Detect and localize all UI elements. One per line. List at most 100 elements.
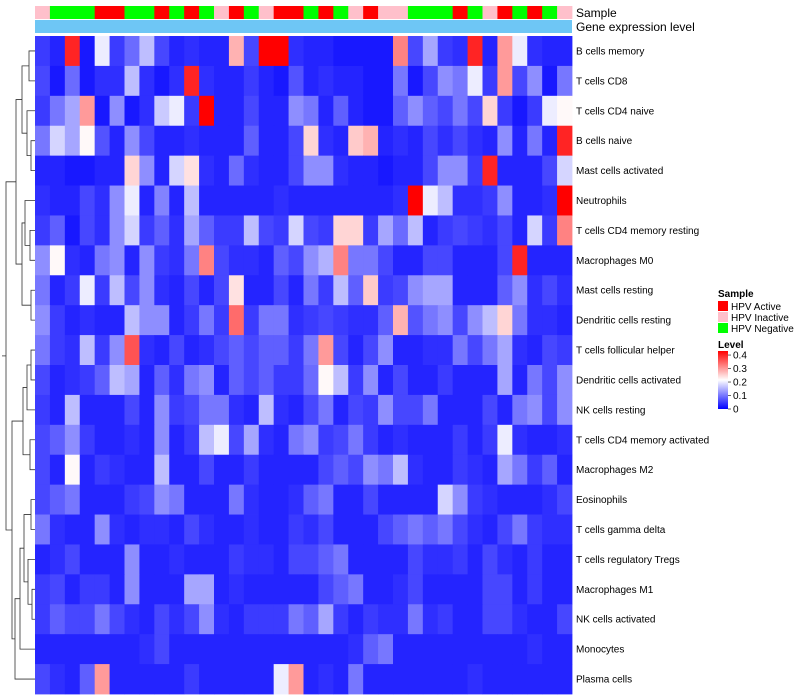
heatmap-cell: [214, 394, 230, 426]
heatmap-cell: [512, 215, 528, 246]
heatmap-cell: [497, 634, 513, 665]
row-labels: B cells memory T cells CD8 T cells CD4 nai…: [576, 46, 709, 685]
row-label: B cells memory: [576, 46, 644, 57]
heatmap-cell: [79, 514, 96, 545]
heatmap-cell: [318, 335, 334, 366]
heatmap-cell: [169, 394, 185, 426]
sample-annotation-cell: [378, 6, 394, 19]
heatmap-cell: [422, 634, 439, 665]
heatmap-cell: [348, 574, 364, 605]
heatmap-cell: [273, 544, 289, 575]
heatmap-cell: [422, 424, 439, 456]
sample-annotation-cell: [169, 6, 185, 19]
row-label: Neutrophils: [576, 196, 627, 207]
heatmap-cell: [228, 65, 245, 97]
heatmap-cell: [348, 215, 364, 246]
heatmap-cell: [169, 634, 185, 665]
heatmap-cell: [348, 634, 364, 665]
sample-annotation-cell: [467, 6, 483, 19]
heatmap-cell: [288, 95, 304, 127]
heatmap-cell: [497, 36, 513, 67]
heatmap-cell: [437, 604, 454, 635]
heatmap-cell: [154, 215, 170, 246]
heatmap-cell: [512, 394, 528, 426]
heatmap-cell: [393, 245, 409, 276]
heatmap-cell: [288, 245, 304, 276]
heatmap-cell: [184, 305, 200, 336]
heatmap-cell: [109, 484, 125, 515]
heatmap-cell: [318, 36, 334, 67]
row-label: Plasma cells: [576, 675, 632, 686]
heatmap-cell: [407, 185, 424, 216]
heatmap-cell: [348, 604, 364, 635]
heatmap-cell: [542, 275, 558, 306]
heatmap-cell: [363, 65, 379, 97]
heatmap-cell: [452, 544, 468, 575]
heatmap-cell: [527, 245, 543, 276]
heatmap-cell: [49, 95, 66, 127]
heatmap-cell: [422, 305, 439, 336]
heatmap-cell: [318, 604, 334, 635]
heatmap-cell: [49, 484, 66, 515]
heatmap-cell: [542, 155, 558, 186]
heatmap-cell: [318, 365, 334, 396]
heatmap-cell: [407, 664, 424, 695]
heatmap-cell: [109, 305, 125, 336]
heatmap-cell: [288, 574, 304, 605]
heatmap-cell: [393, 664, 409, 695]
heatmap-cell: [542, 95, 558, 127]
heatmap-cell: [303, 185, 319, 216]
heatmap-cell: [199, 424, 215, 456]
heatmap-cell: [467, 604, 483, 635]
heatmap-cell: [124, 365, 140, 396]
heatmap-cell: [64, 634, 81, 665]
heatmap-cell: [258, 365, 275, 396]
heatmap-cell: [64, 544, 81, 575]
heatmap-cell: [288, 36, 304, 67]
heatmap-cell: [139, 36, 155, 67]
row-label: Dendritic cells resting: [576, 316, 671, 327]
heatmap-cell: [243, 275, 260, 306]
heatmap-cell: [527, 155, 543, 186]
heatmap-cell: [393, 95, 409, 127]
heatmap-cell: [318, 664, 334, 695]
heatmap-cell: [94, 65, 110, 97]
heatmap-cell: [139, 365, 155, 396]
heatmap-cell: [333, 275, 349, 306]
heatmap-cell: [542, 245, 558, 276]
heatmap-cell: [557, 484, 573, 515]
heatmap-cell: [303, 155, 319, 186]
heatmap-cell: [199, 65, 215, 97]
heatmap-cell: [437, 185, 454, 216]
heatmap-cell: [228, 215, 245, 246]
heatmap-cell: [228, 664, 245, 695]
heatmap-cell: [407, 514, 424, 545]
heatmap-cell: [422, 125, 439, 157]
heatmap-cell: [497, 245, 513, 276]
heatmap-cell: [169, 215, 185, 246]
heatmap-cell: [35, 484, 51, 515]
heatmap-cell: [363, 574, 379, 605]
heatmap-cell: [467, 185, 483, 216]
heatmap-cell: [243, 454, 260, 486]
heatmap-cell: [109, 245, 125, 276]
heatmap-cell: [437, 574, 454, 605]
heatmap-cell: [228, 394, 245, 426]
heatmap-cell: [422, 335, 439, 366]
heatmap-cell: [214, 185, 230, 216]
heatmap-cell: [94, 574, 110, 605]
heatmap-cell: [94, 245, 110, 276]
legend-label-hpv-inactive: HPV Inactive: [731, 313, 789, 324]
heatmap-cell: [273, 95, 289, 127]
heatmap-cell: [169, 65, 185, 97]
heatmap-cell: [109, 424, 125, 456]
heatmap-cell: [273, 275, 289, 306]
sample-annotation-cell: [288, 6, 304, 19]
heatmap-cell: [124, 394, 140, 426]
heatmap-cell: [64, 125, 81, 157]
heatmap-cell: [542, 394, 558, 426]
heatmap-cell: [497, 125, 513, 157]
heatmap-cell: [378, 365, 394, 396]
level-colorbar: [718, 351, 728, 409]
heatmap-cell: [482, 125, 498, 157]
